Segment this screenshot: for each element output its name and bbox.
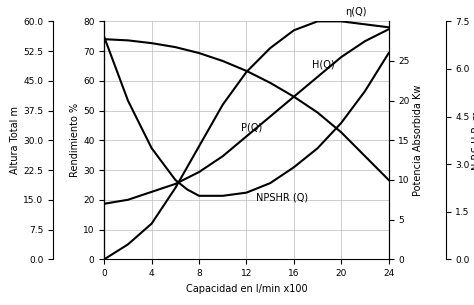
Text: η(Q): η(Q) — [345, 7, 366, 17]
Y-axis label: Potencia Absorbida Kw: Potencia Absorbida Kw — [413, 84, 423, 196]
Y-axis label: Altura Total m: Altura Total m — [10, 106, 20, 174]
Y-axis label: Rendimiento %: Rendimiento % — [70, 103, 80, 178]
Text: H(Q): H(Q) — [311, 60, 334, 70]
Text: P(Q): P(Q) — [240, 122, 262, 132]
X-axis label: Capacidad en l/min x100: Capacidad en l/min x100 — [186, 284, 307, 293]
Text: NPSHR (Q): NPSHR (Q) — [256, 193, 308, 203]
Y-axis label: N.P.S.H.R. m: N.P.S.H.R. m — [473, 111, 474, 170]
